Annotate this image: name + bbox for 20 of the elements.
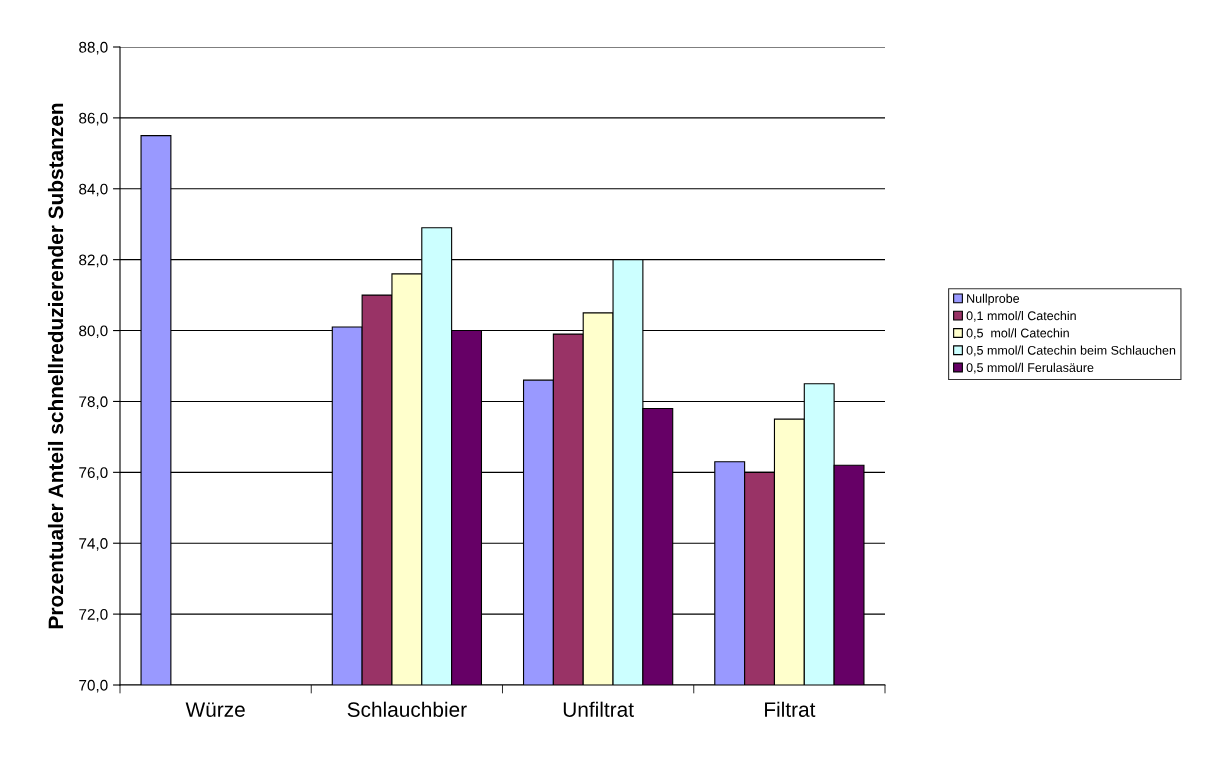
y-tick-label: 76,0 (79, 467, 108, 480)
x-tick-label: Schlauchbier (347, 701, 467, 717)
x-tick-label: Würze (185, 702, 245, 717)
legend-label: 0,1 mmol/l Catechin (966, 311, 1076, 322)
legend-label: Nullprobe (967, 293, 1020, 306)
legend-label: 0,5 mmol/l Catechin beim Schlauchen (966, 345, 1176, 357)
y-tick-label: 78,0 (79, 396, 108, 409)
y-axis-title: Prozentualer Anteil schnellreduzierender Substanzen (47, 103, 64, 629)
y-tick-label: 88,0 (79, 41, 108, 55)
y-tick-label: 72,0 (79, 608, 108, 622)
y-tick-label: 74,0 (79, 538, 108, 551)
y-tick-label: 70,0 (79, 679, 108, 693)
legend-label: 0,5 mmol/l Ferulasäure (966, 362, 1094, 374)
y-tick-label: 80,0 (79, 325, 108, 339)
y-tick-label: 82,0 (79, 254, 108, 268)
y-tick-label: 84,0 (79, 183, 108, 197)
y-tick-label: 86,0 (79, 112, 108, 126)
x-tick-label: Filtrat (765, 701, 816, 717)
x-tick-label: Unfiltrat (563, 701, 634, 717)
legend-label: 0,5 mol/l Catechin (966, 328, 1069, 339)
